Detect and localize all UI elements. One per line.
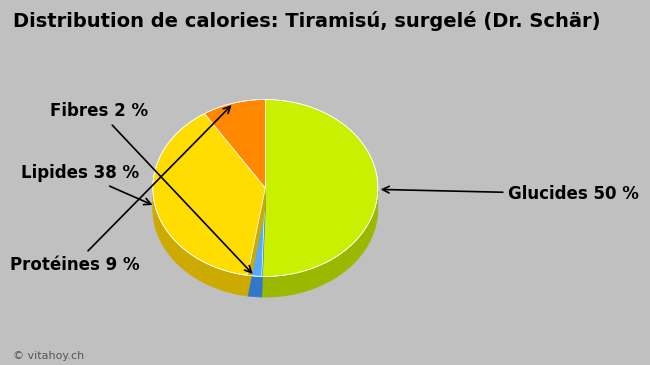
Text: Distribution de calories: Tiramisú, surgelé (Dr. Schär): Distribution de calories: Tiramisú, surg… [13,11,601,31]
Text: Lipides 38 %: Lipides 38 % [21,164,151,205]
Text: Protéines 9 %: Protéines 9 % [10,107,230,274]
Polygon shape [262,100,378,276]
Polygon shape [205,100,265,188]
Polygon shape [248,188,265,296]
Polygon shape [262,188,265,297]
Polygon shape [248,188,265,276]
Polygon shape [248,275,262,297]
Polygon shape [262,191,378,297]
Polygon shape [153,190,248,296]
Polygon shape [153,114,265,275]
Text: © vitahoy.ch: © vitahoy.ch [13,351,84,361]
Polygon shape [262,188,265,297]
Polygon shape [248,188,265,296]
Text: Fibres 2 %: Fibres 2 % [50,102,252,273]
Text: Glucides 50 %: Glucides 50 % [382,185,640,203]
